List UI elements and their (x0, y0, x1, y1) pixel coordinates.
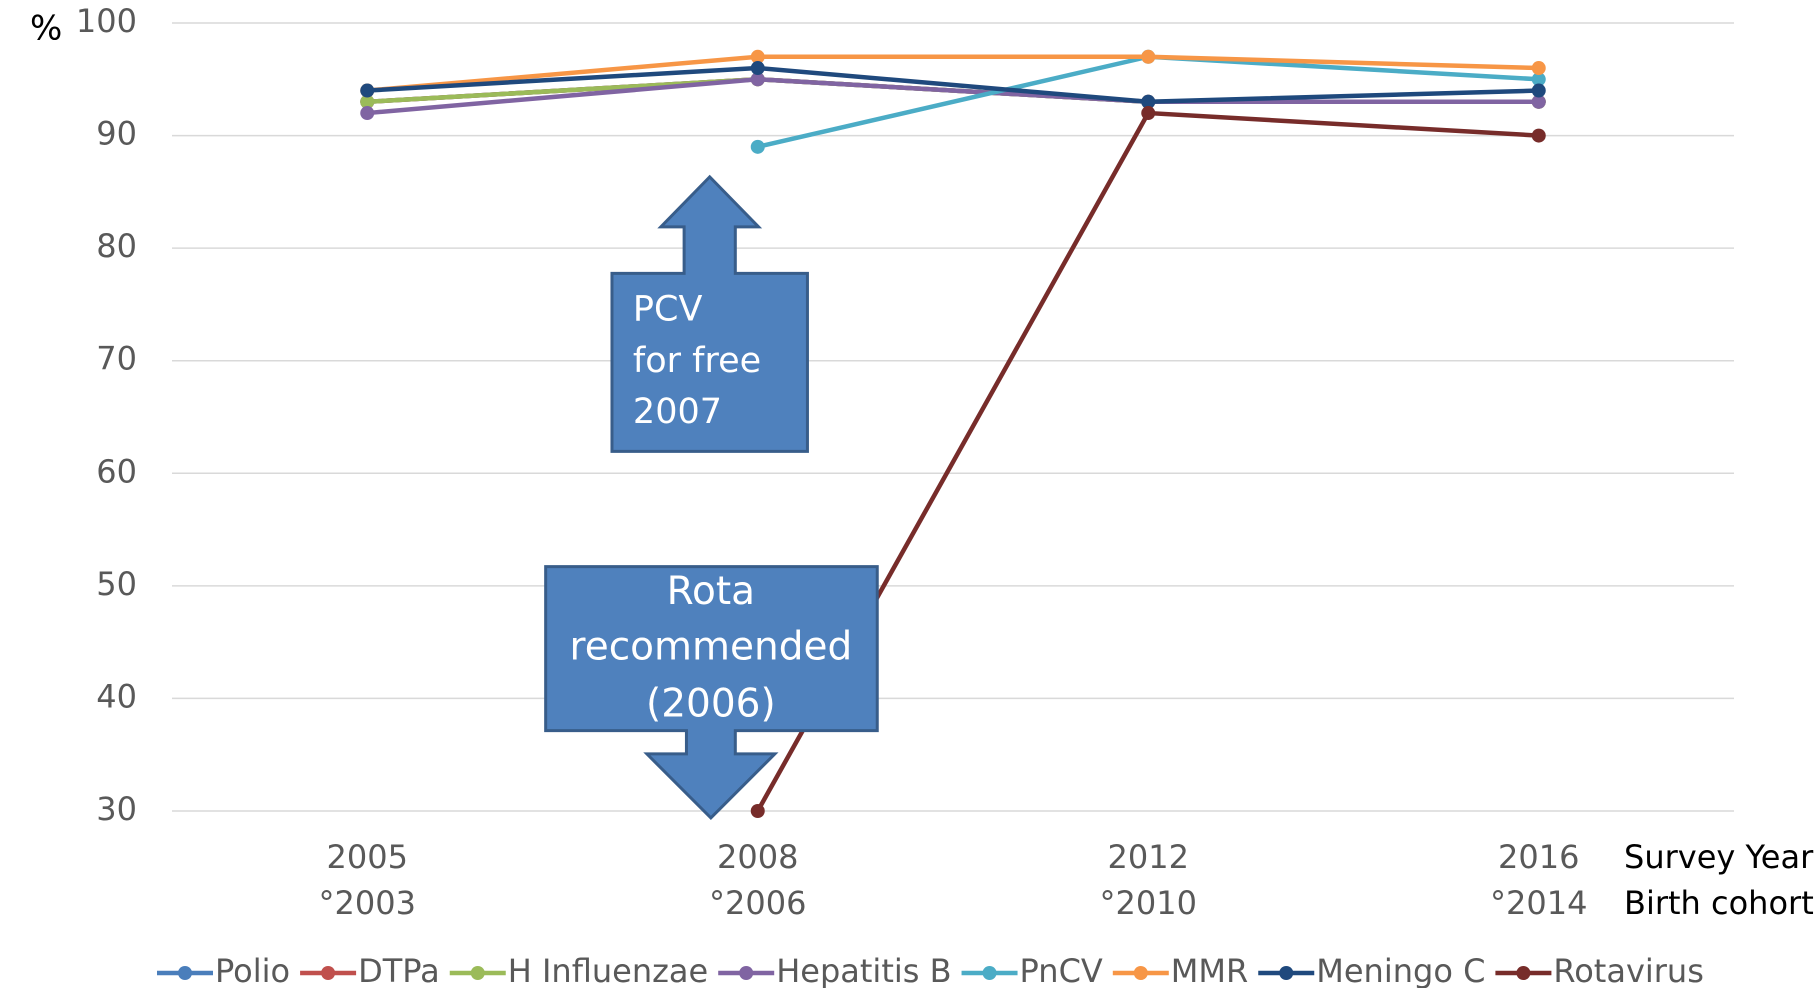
x2-tick-label: °2006 (709, 884, 806, 922)
series-line (367, 54, 1539, 93)
legend-marker (1279, 966, 1294, 980)
legend-label: H Influenzae (508, 952, 708, 988)
legend-label: Rotavirus (1553, 952, 1703, 988)
data-point (360, 94, 375, 109)
data-point (1141, 94, 1156, 109)
x2-tick-label: °2010 (1100, 884, 1197, 922)
data-point (1531, 61, 1546, 76)
legend-label: Meningo C (1316, 952, 1485, 988)
data-point (1531, 83, 1546, 98)
data-point (750, 139, 765, 154)
y-tick-label: 50 (96, 565, 137, 603)
data-point (750, 804, 765, 818)
legend-marker (178, 966, 192, 980)
y-axis-label: % (30, 9, 62, 49)
data-point (1531, 128, 1546, 143)
data-point (1531, 94, 1546, 109)
legend-marker (982, 966, 997, 980)
annotation-arrow (610, 174, 809, 453)
annotation-text: (2006) (646, 682, 776, 727)
data-point (750, 72, 765, 87)
x-axis-label: Survey Year (1624, 838, 1814, 876)
legend-label: DTPa (358, 952, 440, 988)
data-point (1531, 72, 1546, 87)
legend-label: MMR (1171, 952, 1248, 988)
legend-marker (321, 966, 336, 980)
annotation-text: Rota (667, 569, 755, 614)
annotation-text: 2007 (633, 392, 722, 432)
annotation: PCV for free 2007 (610, 174, 809, 453)
y-tick-label: 90 (96, 115, 137, 153)
legend-label: PnCV (1020, 952, 1103, 988)
x-tick-label: 2016 (1498, 838, 1579, 876)
data-point (750, 61, 765, 76)
x-tick-label: 2012 (1108, 838, 1189, 876)
y-tick-label: 60 (96, 452, 137, 490)
y-tick-label: 40 (96, 677, 137, 715)
annotation-text: recommended (570, 625, 853, 670)
annotation-arrow (544, 565, 879, 821)
annotation: Rota recommended (2006) (544, 565, 879, 821)
annotation-text: for free (633, 341, 761, 381)
legend-marker (739, 966, 754, 980)
x2-tick-label: °2014 (1490, 884, 1587, 922)
data-point (360, 106, 375, 121)
legend-marker (1516, 966, 1531, 980)
x2-axis-label: Birth cohort (1624, 884, 1814, 922)
series-line (367, 65, 1539, 105)
y-tick-label: 100 (76, 2, 137, 40)
data-point (1141, 106, 1156, 121)
legend-label: Polio (215, 952, 290, 988)
legend-label: Hepatitis B (776, 952, 951, 988)
legend-marker (1133, 966, 1148, 980)
data-point (750, 49, 765, 64)
y-tick-label: 30 (96, 790, 137, 828)
y-tick-label: 80 (96, 227, 137, 265)
data-point (360, 83, 375, 98)
legend-marker (470, 966, 485, 980)
x2-tick-label: °2003 (319, 884, 416, 922)
series-line (367, 77, 1539, 116)
x-tick-label: 2005 (327, 838, 408, 876)
x-tick-label: 2008 (717, 838, 798, 876)
data-point (1141, 49, 1156, 64)
y-tick-label: 70 (96, 340, 137, 378)
annotation-text: PCV (633, 290, 703, 330)
